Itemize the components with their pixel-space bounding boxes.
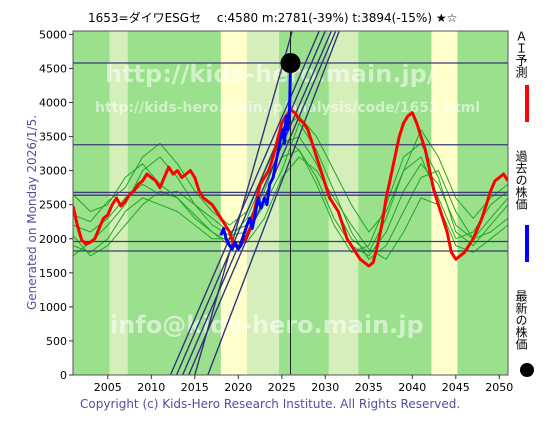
chart-title: 1653=ダイワESGセ c:4580 m:2781(-39%) t:3894(… (88, 10, 457, 25)
x-tick-label-0: 2005 (94, 381, 122, 394)
x-tick-label-1: 2010 (137, 381, 165, 394)
trend-line-4 (207, 31, 340, 375)
latest-price-dot (280, 53, 301, 74)
y-tick-label-9: 4500 (39, 62, 67, 75)
band-9 (457, 31, 508, 375)
band-8 (431, 31, 458, 375)
x-axis: 2005 2010 2015 2020 2025 2030 2035 2040 2045 2050 (94, 375, 513, 394)
band-5 (279, 31, 329, 375)
legend-swatch-2 (520, 363, 534, 377)
trend-line-0 (169, 31, 320, 375)
x-tick-label-3: 2020 (224, 381, 252, 394)
y-tick-label-4: 2000 (39, 233, 67, 246)
watermark-email: info@kids-hero.main.jp (110, 311, 424, 339)
y-tick-label-0: 0 (60, 369, 67, 382)
x-tick-label-4: 2025 (268, 381, 296, 394)
past-price-line (219, 62, 292, 251)
legend-label-2: 最新の株価 (514, 290, 528, 350)
legend-label-0: ＡＩ予測 (514, 30, 528, 79)
plot-frame (72, 30, 509, 376)
band-3 (220, 31, 247, 375)
x-tick-label-8: 2045 (442, 381, 470, 394)
latest-price-marker (280, 53, 301, 74)
main-series (73, 62, 508, 268)
y-tick-label-10: 5000 (39, 28, 67, 41)
y-tick-label-5: 2500 (39, 199, 67, 212)
watermarks: http://kids-hero.main.jp/ http://kids-he… (95, 60, 480, 339)
legend-label-1: 過去の株価 (514, 150, 528, 210)
y-tick-label-8: 4000 (39, 97, 67, 110)
copyright-text: Copyright (c) Kids-Hero Research Institu… (80, 397, 460, 411)
trend-line-1 (175, 31, 326, 375)
trend-line-5 (194, 31, 293, 375)
generated-date-label: Generated on Monday 2026/1/5. (25, 115, 39, 310)
watermark-site-url: http://kids-hero.main.jp/ (105, 60, 436, 88)
x-tick-label-9: 2050 (485, 381, 513, 394)
watermark-page-url: http://kids-hero.main.jp/analysis/code/1… (95, 100, 480, 116)
y-tick-label-1: 500 (46, 335, 67, 348)
band-7 (358, 31, 432, 375)
x-tick-label-2: 2015 (181, 381, 209, 394)
y-tick-label-2: 1000 (39, 301, 67, 314)
x-tick-label-7: 2040 (398, 381, 426, 394)
y-tick-label-3: 1500 (39, 267, 67, 280)
x-tick-label-6: 2035 (355, 381, 383, 394)
y-tick-label-7: 3500 (39, 131, 67, 144)
band-0 (73, 31, 110, 375)
y-tick-label-6: 3000 (39, 165, 67, 178)
y-axis: 0 500 1000 1500 2000 2500 3000 3500 4000 4500 5000 (39, 28, 73, 382)
x-tick-label-5: 2030 (311, 381, 339, 394)
